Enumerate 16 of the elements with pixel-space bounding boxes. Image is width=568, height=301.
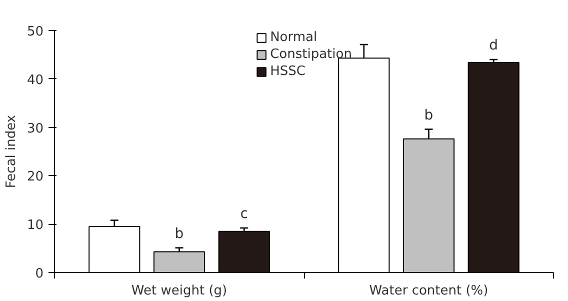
data-label: c	[240, 206, 248, 222]
data-label: b	[174, 226, 184, 242]
y-tick-label: 0	[35, 266, 44, 282]
y-tick-label: 10	[26, 218, 44, 234]
y-axis-title: Fecal index	[4, 114, 19, 188]
x-tick-label: Water content (%)	[369, 284, 488, 298]
y-tick-label: 30	[26, 121, 44, 136]
legend-label: Normal	[270, 30, 318, 45]
data-label: b	[424, 107, 434, 124]
legend-label: HSSC	[270, 64, 306, 79]
x-tick-label: Wet weight (g)	[131, 284, 228, 298]
y-tick-label: 40	[26, 72, 44, 88]
y-tick-label: 50	[26, 24, 44, 40]
legend-label: Constipation	[270, 47, 352, 62]
data-label: d	[489, 38, 498, 54]
y-tick-label: 20	[26, 170, 44, 185]
